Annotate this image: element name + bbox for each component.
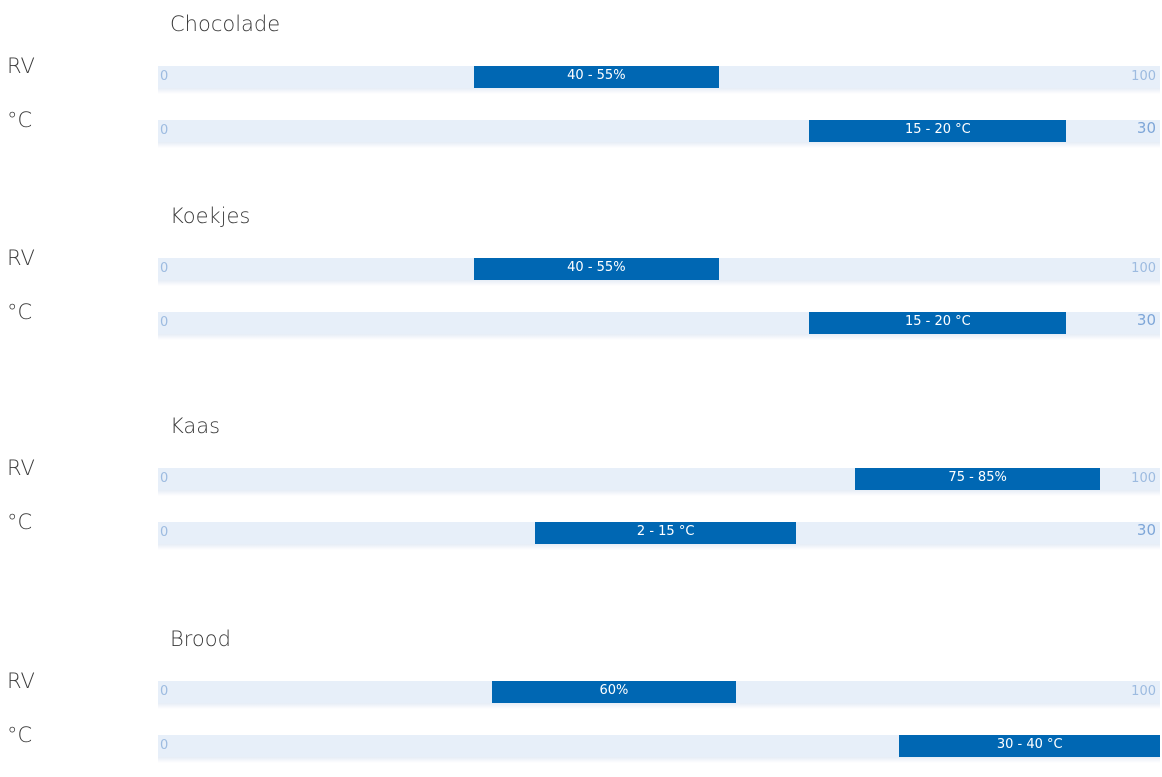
- tick-label-max: 30: [1136, 311, 1156, 329]
- humidity-range-bar: 40 - 55%: [473, 258, 720, 280]
- product-group: Kaas RV 0 100 75 - 85% °C 0 30 2 - 15 °C: [0, 414, 1162, 564]
- tick-label-min: 0: [160, 69, 169, 84]
- rv-row-label: RV: [7, 246, 35, 270]
- range-bar-label: 40 - 55%: [567, 260, 626, 275]
- humidity-range-bar: 40 - 55%: [473, 66, 720, 88]
- tick-label-min: 0: [160, 525, 169, 540]
- tick-label-min: 0: [160, 684, 169, 699]
- temperature-track: 0 30 2 - 15 °C: [158, 521, 1160, 550]
- humidity-track: 0 100 40 - 55%: [158, 66, 1160, 94]
- range-bar-label: 15 - 20 °C: [905, 314, 971, 329]
- temperature-row-label: °C: [7, 723, 33, 747]
- tick-label-min: 0: [160, 738, 169, 753]
- tick-label-max: 100: [1131, 684, 1156, 699]
- range-bar-label: 30 - 40 °C: [996, 737, 1063, 752]
- rv-row-label: RV: [7, 54, 35, 78]
- tick-label-min: 0: [160, 471, 169, 486]
- range-bar-label: 2 - 15 °C: [636, 524, 695, 539]
- tick-label-max: 30: [1136, 521, 1156, 539]
- product-title: Koekjes: [170, 204, 251, 228]
- temperature-row-label: °C: [7, 510, 33, 534]
- humidity-range-bar: 75 - 85%: [855, 468, 1100, 490]
- range-bar-label: 40 - 55%: [567, 68, 626, 83]
- tick-label-min: 0: [160, 261, 169, 276]
- rv-row-label: RV: [7, 669, 35, 693]
- humidity-track: 0 100 75 - 85%: [158, 468, 1160, 496]
- product-title: Kaas: [170, 414, 221, 438]
- humidity-track: 0 100 40 - 55%: [158, 258, 1160, 286]
- tick-label-min: 0: [160, 123, 169, 138]
- product-group: Koekjes RV 0 100 40 - 55% °C 0 30 15 - 20 °C: [0, 204, 1162, 354]
- humidity-track: 0 100 60%: [158, 681, 1160, 709]
- temperature-range-bar: 30 - 40 °C: [899, 735, 1160, 757]
- rv-row-label: RV: [7, 456, 35, 480]
- temperature-track: 03030 - 40 °C: [158, 735, 1160, 763]
- temperature-track: 0 30 15 - 20 °C: [158, 311, 1160, 340]
- tick-label-max: 100: [1131, 261, 1156, 276]
- product-group: Chocolade RV 0 100 40 - 55% °C 0 30 15 - 20 °C: [0, 12, 1162, 162]
- product-title: Brood: [170, 627, 231, 651]
- temperature-range-bar: 15 - 20 °C: [809, 120, 1067, 142]
- temperature-row-label: °C: [7, 108, 33, 132]
- range-bar-label: 15 - 20 °C: [905, 122, 971, 137]
- tick-label-min: 0: [160, 315, 169, 330]
- temperature-row-label: °C: [7, 300, 33, 324]
- tick-label-max: 30: [1136, 119, 1156, 137]
- range-bar-label: 60%: [599, 683, 629, 698]
- humidity-range-bar: 60%: [491, 681, 737, 703]
- product-title: Chocolade: [170, 12, 281, 36]
- tick-label-max: 100: [1131, 69, 1156, 84]
- temperature-range-bar: 2 - 15 °C: [535, 522, 796, 544]
- temperature-track: 0 30 15 - 20 °C: [158, 119, 1160, 148]
- temperature-range-bar: 15 - 20 °C: [809, 312, 1067, 334]
- tick-label-max: 100: [1131, 471, 1156, 486]
- range-bar-label: 75 - 85%: [948, 470, 1007, 485]
